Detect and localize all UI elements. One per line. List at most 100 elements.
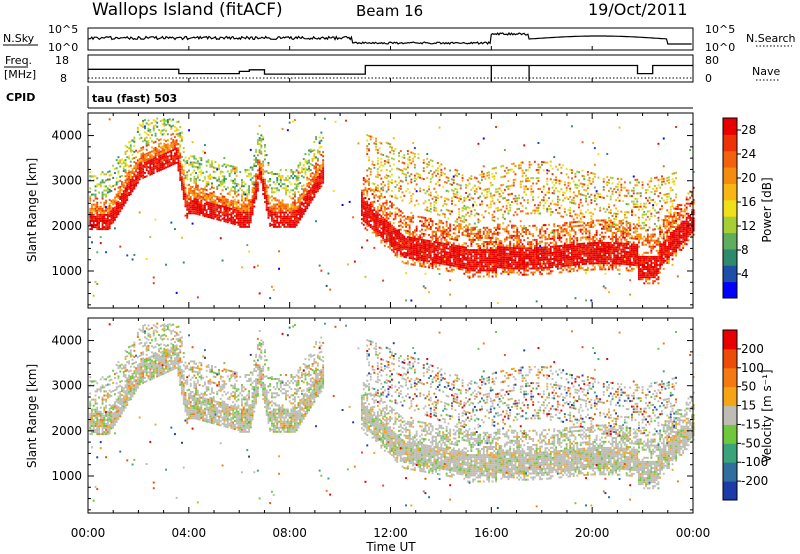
scatter-cell bbox=[209, 163, 212, 166]
scatter-cell bbox=[304, 195, 307, 198]
scatter-cell bbox=[179, 160, 182, 163]
scatter-cell bbox=[251, 213, 254, 216]
scatter-cell bbox=[495, 166, 497, 169]
scatter-cell bbox=[286, 189, 289, 192]
scatter-cell bbox=[553, 235, 556, 238]
scatter-cell bbox=[456, 245, 459, 248]
scatter-cell bbox=[558, 271, 561, 274]
scatter-cell bbox=[294, 193, 296, 196]
scatter-cell bbox=[514, 178, 517, 181]
scatter-cell bbox=[313, 185, 316, 188]
scatter-cell bbox=[454, 238, 457, 241]
scatter-cell bbox=[152, 127, 155, 130]
scatter-cell bbox=[376, 228, 379, 231]
scatter-cell bbox=[218, 178, 220, 181]
scatter-cell bbox=[316, 188, 319, 191]
scatter-cell bbox=[438, 221, 441, 224]
scatter-cell bbox=[256, 159, 259, 162]
scatter-cell bbox=[403, 219, 406, 222]
scatter-cell bbox=[147, 154, 150, 157]
scatter-cell bbox=[165, 144, 167, 147]
scatter-cell bbox=[463, 230, 466, 233]
scatter-cell bbox=[486, 269, 489, 272]
scatter-cell bbox=[297, 176, 300, 179]
scatter-cell bbox=[281, 219, 284, 222]
scatter-cell bbox=[304, 201, 307, 204]
scatter-cell bbox=[204, 186, 206, 189]
scatter-cell bbox=[364, 203, 367, 206]
scatter-cell bbox=[442, 212, 445, 215]
scatter-cell bbox=[542, 262, 545, 265]
scatter-cell bbox=[368, 156, 370, 159]
scatter-cell bbox=[205, 189, 208, 192]
scatter-cell bbox=[285, 187, 287, 190]
scatter-cell bbox=[142, 174, 145, 177]
scatter-cell bbox=[119, 159, 122, 162]
scatter-cell bbox=[456, 237, 459, 239]
scatter-cell bbox=[521, 265, 524, 268]
scatter-cell bbox=[223, 195, 226, 198]
scatter-cell bbox=[428, 199, 430, 202]
scatter-cell bbox=[419, 244, 422, 247]
scatter-cell bbox=[431, 261, 434, 263]
scatter-cell bbox=[209, 196, 212, 199]
scatter-cell bbox=[406, 244, 409, 247]
scatter-cell bbox=[443, 181, 446, 183]
scatter-cell bbox=[272, 213, 275, 216]
scatter-cell bbox=[396, 233, 399, 236]
scatter-cell bbox=[556, 229, 559, 231]
scatter-cell bbox=[242, 201, 245, 204]
scatter-cell bbox=[106, 222, 109, 224]
scatter-cell bbox=[320, 170, 323, 173]
scatter-cell bbox=[470, 213, 473, 216]
scatter-cell bbox=[256, 189, 259, 192]
scatter-cell bbox=[518, 245, 520, 248]
scatter-cell bbox=[417, 246, 420, 249]
scatter-cell bbox=[525, 185, 527, 188]
scatter-cell bbox=[488, 267, 490, 270]
scatter-cell bbox=[535, 238, 538, 241]
scatter-cell bbox=[375, 143, 377, 146]
scatter-cell bbox=[505, 262, 508, 265]
scatter-cell bbox=[156, 170, 159, 173]
scatter-cell bbox=[290, 211, 293, 214]
scatter-cell bbox=[433, 206, 436, 209]
scatter-cell bbox=[389, 211, 392, 213]
scatter-cell bbox=[161, 147, 164, 150]
scatter-cell bbox=[159, 158, 162, 161]
scatter-cell bbox=[175, 153, 178, 156]
scatter-cell bbox=[451, 270, 453, 273]
scatter-cell bbox=[119, 206, 122, 209]
scatter-cell bbox=[401, 169, 404, 172]
scatter-cell bbox=[486, 249, 489, 252]
scatter-cell bbox=[188, 190, 190, 192]
scatter-cell bbox=[380, 192, 383, 195]
scatter-cell bbox=[142, 168, 145, 171]
scatter-cell bbox=[523, 188, 526, 191]
scatter-cell bbox=[189, 204, 192, 207]
scatter-cell bbox=[108, 170, 111, 173]
scatter-cell bbox=[502, 197, 505, 200]
scatter-cell bbox=[410, 178, 413, 181]
scatter-cell bbox=[454, 248, 457, 251]
scatter-cell bbox=[422, 249, 425, 252]
scatter-cell bbox=[488, 190, 490, 193]
scatter-cell bbox=[181, 186, 183, 189]
scatter-cell bbox=[387, 236, 390, 239]
scatter-cell bbox=[442, 256, 445, 259]
scatter-cell bbox=[526, 269, 529, 272]
scatter-cell bbox=[443, 197, 446, 200]
scatter-cell bbox=[382, 202, 385, 205]
scatter-cell bbox=[443, 202, 446, 205]
scatter-cell bbox=[368, 204, 370, 207]
scatter-cell bbox=[491, 267, 494, 270]
scatter-cell bbox=[452, 254, 455, 257]
scatter-cell bbox=[128, 183, 130, 186]
scatter-cell bbox=[470, 251, 473, 254]
scatter-cell bbox=[177, 128, 180, 131]
scatter-cell bbox=[121, 207, 123, 210]
scatter-cell bbox=[421, 216, 423, 219]
scatter-cell bbox=[244, 213, 247, 216]
scatter-cell bbox=[438, 225, 441, 228]
scatter-cell bbox=[465, 271, 467, 273]
